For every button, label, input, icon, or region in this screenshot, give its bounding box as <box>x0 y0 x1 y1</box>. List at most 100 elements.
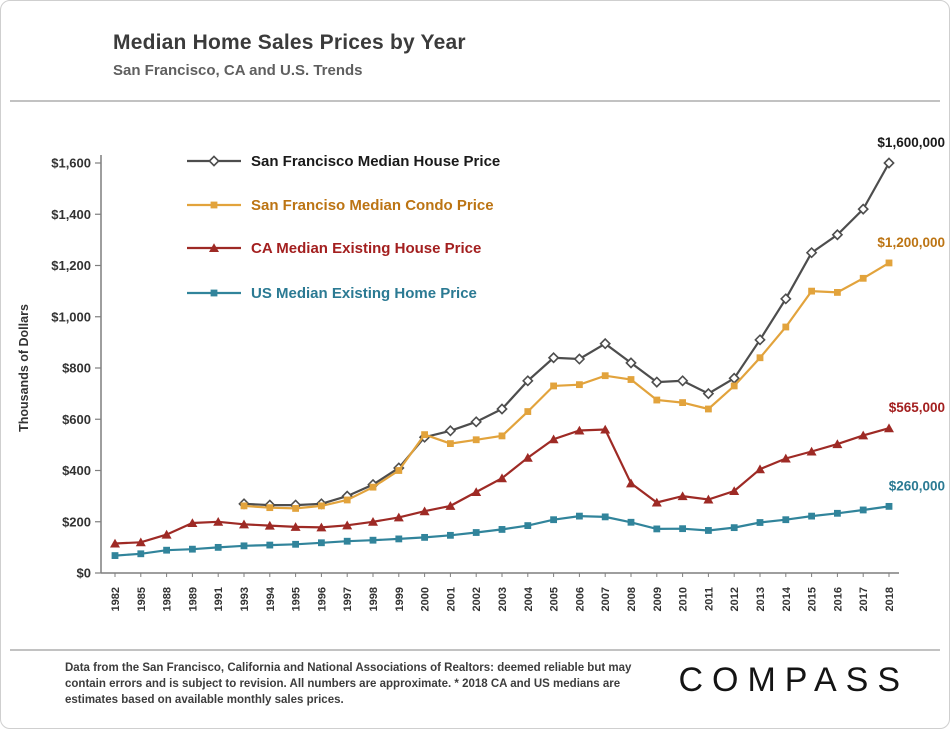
series-4: $260,000 <box>111 478 945 559</box>
x-tick-label: 1999 <box>394 587 406 611</box>
marker-square <box>447 531 454 539</box>
marker-triangle <box>368 516 378 526</box>
y-tick-label: $600 <box>62 412 91 427</box>
footnote-line: Data from the San Francisco, California … <box>65 662 632 674</box>
marker-triangle <box>651 497 662 507</box>
x-tick-label: 1994 <box>265 586 277 611</box>
x-tick-label: 2002 <box>471 587 483 611</box>
y-tick-label: $1,200 <box>51 258 91 273</box>
legend-label: US Median Existing Home Price <box>251 285 477 302</box>
x-tick-label: 1993 <box>239 587 251 611</box>
marker-square <box>369 483 377 491</box>
marker-square <box>601 513 609 521</box>
x-tick-label: 2009 <box>652 587 664 611</box>
marker-diamond <box>883 157 895 169</box>
x-tick-label: 2006 <box>574 587 586 611</box>
y-axis-title: Thousands of Dollars <box>17 304 31 432</box>
x-tick-label: 2015 <box>807 587 819 611</box>
series-end-label: $1,200,000 <box>877 235 945 250</box>
marker-triangle <box>806 446 817 456</box>
marker-square <box>679 399 686 406</box>
marker-triangle <box>316 522 327 532</box>
x-tick-label: 2005 <box>549 587 561 611</box>
marker-diamond <box>676 375 689 387</box>
marker-triangle <box>858 430 869 440</box>
marker-square <box>111 552 119 559</box>
marker-triangle <box>209 243 219 252</box>
marker-square <box>421 431 428 439</box>
marker-diamond <box>496 403 508 415</box>
marker-square <box>210 201 218 209</box>
marker-square <box>679 525 686 533</box>
marker-square <box>240 542 248 550</box>
marker-triangle <box>729 486 740 495</box>
marker-square <box>498 432 506 440</box>
marker-triangle <box>290 522 301 531</box>
marker-diamond <box>547 352 560 364</box>
marker-square <box>834 289 841 296</box>
marker-triangle <box>213 516 224 526</box>
marker-square <box>447 440 454 447</box>
marker-square <box>266 504 274 512</box>
marker-square <box>601 372 609 380</box>
x-tick-label: 1989 <box>187 587 199 611</box>
marker-square <box>782 323 790 331</box>
chart-header: Median Home Sales Prices by Year San Fra… <box>113 31 466 79</box>
series-end-label: $1,600,000 <box>877 135 945 150</box>
marker-square <box>550 516 557 524</box>
marker-square <box>730 382 738 390</box>
legend-item-2: San Franciso Median Condo Price <box>187 197 494 214</box>
marker-diamond <box>780 293 792 305</box>
series-end-label: $260,000 <box>889 478 945 493</box>
marker-diamond <box>208 155 220 167</box>
x-tick-label: 2008 <box>626 587 638 611</box>
marker-square <box>653 396 661 404</box>
marker-square <box>421 533 428 541</box>
x-tick-label: 1997 <box>342 587 354 611</box>
page-subtitle: San Francisco, CA and U.S. Trends <box>113 62 363 79</box>
marker-square <box>395 467 403 474</box>
marker-square <box>163 546 170 554</box>
series-2: $1,200,000 <box>240 235 945 512</box>
legend-item-1: San Francisco Median House Price <box>187 153 500 170</box>
marker-square <box>472 436 480 444</box>
marker-triangle <box>161 529 172 539</box>
marker-diamond <box>625 357 637 369</box>
marker-diamond <box>444 425 457 437</box>
marker-diamond <box>805 246 818 259</box>
marker-square <box>782 516 790 524</box>
x-tick-label: 2010 <box>678 587 690 611</box>
marker-diamond <box>651 376 663 388</box>
legend-item-3: CA Median Existing House Price <box>187 240 481 257</box>
x-tick-label: 1988 <box>162 587 174 611</box>
footnote: Data from the San Francisco, California … <box>65 660 665 708</box>
marker-triangle <box>600 424 611 434</box>
marker-square <box>292 540 299 548</box>
x-tick-label: 2016 <box>832 587 844 611</box>
x-tick-label: 2000 <box>420 587 432 611</box>
x-tick-label: 2001 <box>445 587 457 611</box>
marker-triangle <box>393 512 404 522</box>
x-tick-label: 2007 <box>600 587 612 611</box>
marker-diamond <box>857 203 869 215</box>
marker-square <box>189 545 196 553</box>
x-tick-label: 1985 <box>136 587 148 611</box>
y-tick-label: $200 <box>62 514 91 529</box>
marker-square <box>859 506 867 514</box>
marker-square <box>524 522 532 529</box>
x-tick-label: 2012 <box>729 587 741 611</box>
legend: San Francisco Median House Price San Fran… <box>187 153 500 302</box>
series-3: $565,000 <box>110 400 945 548</box>
y-tick-label: $1,400 <box>51 207 91 222</box>
marker-square <box>472 529 480 536</box>
x-tick-label: 2011 <box>703 587 715 611</box>
marker-square <box>210 289 218 297</box>
x-tick-label: 1996 <box>316 587 328 611</box>
marker-square <box>343 537 351 545</box>
y-tick-label: $0 <box>77 566 91 581</box>
marker-square <box>834 509 841 517</box>
marker-diamond <box>522 375 534 387</box>
marker-square <box>524 408 532 415</box>
marker-square <box>859 274 867 282</box>
